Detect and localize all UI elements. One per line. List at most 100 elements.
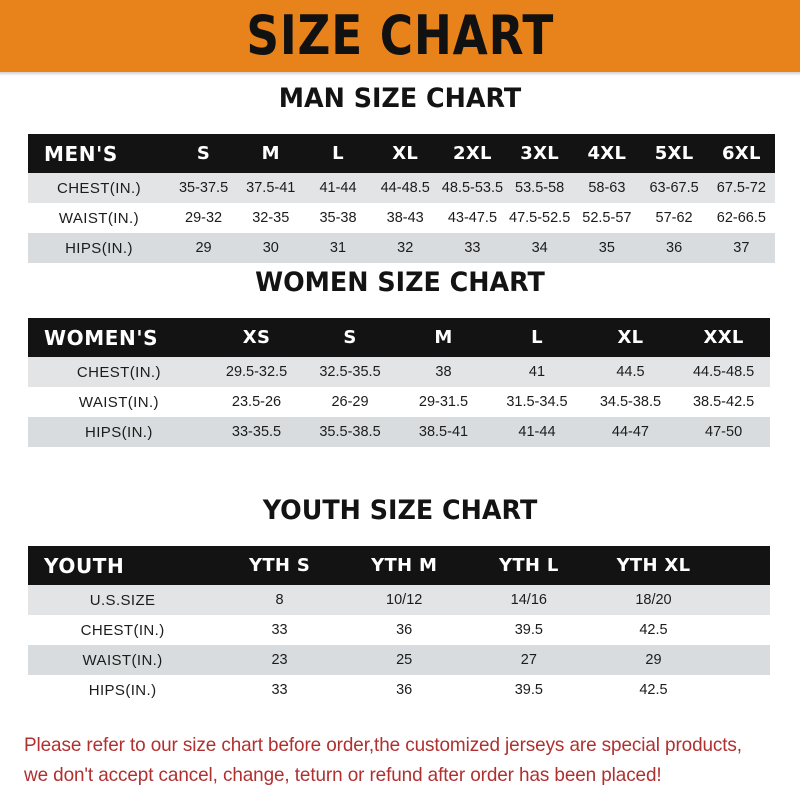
header-size-2xl: 2XL	[453, 143, 492, 164]
table-cell: 35	[598, 240, 615, 256]
table-cell: 47.5-52.5	[509, 210, 571, 226]
table-cell: 63-67.5	[649, 180, 699, 196]
spacer-cell	[716, 675, 770, 705]
header-size-l: L	[332, 143, 344, 164]
header-size-s: S	[196, 143, 211, 164]
row-label: WAIST(IN.)	[58, 209, 140, 227]
table-row: U.S.SIZE 8 10/12 14/16 18/20	[28, 585, 770, 615]
table-cell: 32	[397, 240, 414, 256]
table-cell: 25	[396, 652, 413, 668]
header-size-s: S	[343, 327, 357, 348]
header-size-yth-xl: YTH XL	[616, 555, 691, 576]
header-size-yth-s: YTH S	[248, 555, 311, 576]
table-cell: 44.5	[616, 364, 645, 380]
table-cell: 31	[329, 240, 347, 256]
table-cell: 33	[271, 682, 288, 698]
table-cell: 32.5-35.5	[319, 364, 381, 380]
table-cell: 36	[396, 622, 413, 638]
table-cell: 34.5-38.5	[599, 394, 662, 410]
header-size-m: M	[434, 327, 453, 348]
table-cell: 43-47.5	[447, 210, 498, 226]
table-row: CHEST(IN.) 35-37.5 37.5-41 41-44 44-48.5…	[28, 173, 775, 203]
table-cell: 41-44	[518, 424, 556, 440]
table-cell: 29-31.5	[418, 394, 469, 410]
table-cell: 35-38	[319, 210, 357, 226]
table-row: WAIST(IN.) 29-32 32-35 35-38 38-43 43-47…	[28, 203, 775, 233]
table-cell: 67.5-72	[716, 180, 766, 196]
footer-line-1: Please refer to our size chart before or…	[24, 734, 742, 756]
table-cell: 38.5-42.5	[692, 394, 755, 410]
table-cell: 33-35.5	[231, 424, 282, 440]
table-cell: 57-62	[655, 210, 693, 226]
table-cell: 53.5-58	[515, 180, 565, 196]
table-row: CHEST(IN.) 33 36 39.5 42.5	[28, 615, 770, 645]
header-size-3xl: 3XL	[520, 143, 560, 164]
youth-size-table: YOUTH YTH S YTH M YTH L YTH XL U.S.SIZE …	[28, 546, 770, 705]
page-banner: SIZE CHART	[0, 0, 800, 72]
table-cell: 18/20	[635, 592, 672, 608]
section-title-women: WOMEN SIZE CHART	[255, 267, 545, 298]
row-label: HIPS(IN.)	[65, 239, 133, 257]
section-title-man: MAN SIZE CHART	[278, 83, 522, 114]
table-cell: 8	[275, 592, 284, 608]
table-cell: 35-37.5	[178, 180, 229, 196]
table-cell: 10/12	[386, 592, 423, 608]
table-cell: 23.5-26	[231, 394, 282, 410]
table-cell: 44.5-48.5	[692, 364, 755, 380]
table-cell: 14/16	[510, 592, 547, 608]
header-size-l: L	[531, 327, 543, 348]
row-label: CHEST(IN.)	[76, 363, 161, 381]
header-label: YOUTH	[44, 553, 125, 578]
table-cell: 48.5-53.5	[441, 180, 504, 196]
row-label: CHEST(IN.)	[80, 621, 165, 639]
table-row: HIPS(IN.) 33-35.5 35.5-38.5 38.5-41 41-4…	[28, 417, 770, 447]
table-header-row: MEN'S S M L XL 2XL 3XL 4XL 5XL 6XL	[28, 134, 775, 173]
header-size-4xl: 4XL	[587, 143, 627, 164]
table-cell: 23	[271, 652, 288, 668]
table-cell: 41	[528, 364, 546, 380]
table-cell: 29	[195, 240, 212, 256]
spacer-cell	[716, 645, 770, 675]
footer-disclaimer: Please refer to our size chart before or…	[24, 730, 757, 790]
header-size-xxl: XXL	[703, 327, 744, 348]
table-cell: 42.5	[639, 622, 668, 638]
header-label: WOMEN'S	[44, 325, 159, 350]
table-cell: 31.5-34.5	[506, 394, 568, 410]
table-cell: 29.5-32.5	[225, 364, 288, 380]
row-label: CHEST(IN.)	[56, 179, 141, 197]
table-cell: 44-47	[611, 424, 649, 440]
table-cell: 47-50	[705, 424, 743, 440]
table-cell: 39.5	[514, 682, 543, 698]
header-size-yth-m: YTH M	[371, 555, 438, 576]
table-cell: 39.5	[514, 622, 543, 638]
table-cell: 41-44	[319, 180, 357, 196]
spacer-cell	[716, 615, 770, 645]
men-size-table: MEN'S S M L XL 2XL 3XL 4XL 5XL 6XL CHEST…	[28, 134, 775, 263]
table-cell: 44-48.5	[380, 180, 430, 196]
table-row: CHEST(IN.) 29.5-32.5 32.5-35.5 38 41 44.…	[28, 357, 770, 387]
table-header-row: YOUTH YTH S YTH M YTH L YTH XL	[28, 546, 770, 585]
header-size-xl: XL	[617, 327, 644, 348]
page-title: SIZE CHART	[246, 4, 554, 67]
header-size-yth-l: YTH L	[499, 555, 559, 576]
table-cell: 33	[464, 240, 481, 256]
header-size-6xl: 6XL	[721, 143, 761, 164]
table-cell: 42.5	[639, 682, 668, 698]
row-label: HIPS(IN.)	[85, 423, 153, 441]
spacer-cell	[716, 585, 770, 615]
table-cell: 62-66.5	[716, 210, 766, 226]
table-row: HIPS(IN.) 29 30 31 32 33 34 35 36 37	[28, 233, 775, 263]
table-cell: 36	[396, 682, 413, 698]
table-cell: 38.5-41	[418, 424, 469, 440]
footer-line-2: we don't accept cancel, change, teturn o…	[24, 764, 662, 786]
table-row: WAIST(IN.) 23 25 27 29	[28, 645, 770, 675]
table-cell: 37.5-41	[246, 180, 296, 196]
row-label: U.S.SIZE	[89, 591, 156, 609]
table-row: HIPS(IN.) 33 36 39.5 42.5	[28, 675, 770, 705]
table-cell: 27	[520, 652, 537, 668]
table-cell: 37	[733, 240, 750, 256]
row-label: WAIST(IN.)	[78, 393, 159, 411]
table-cell: 36	[666, 240, 683, 256]
section-title-youth: YOUTH SIZE CHART	[262, 495, 538, 526]
